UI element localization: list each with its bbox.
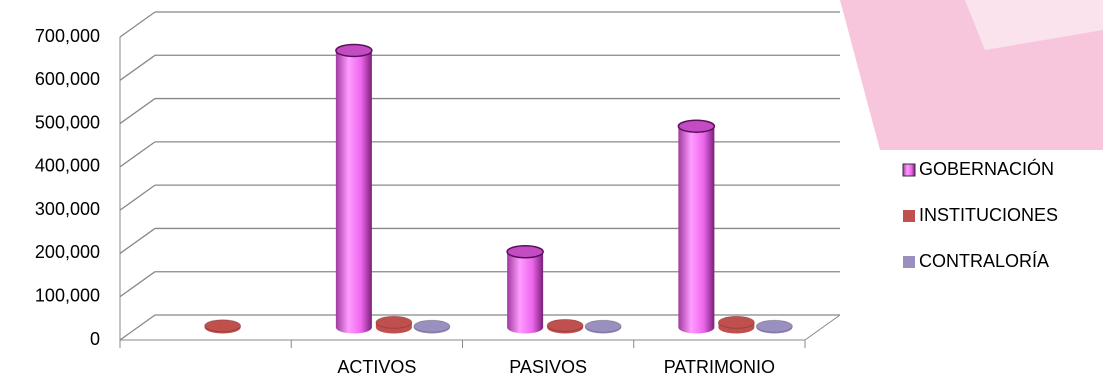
bar <box>375 315 413 334</box>
y-tick-label: 600,000 <box>35 69 100 89</box>
bar <box>755 319 793 334</box>
y-tick-label: 500,000 <box>35 112 100 132</box>
bar <box>506 245 544 334</box>
bar <box>717 315 755 334</box>
legend-label: CONTRALORÍA <box>919 251 1049 271</box>
grid-line <box>119 314 156 341</box>
legend-label: INSTITUCIONES <box>919 205 1058 225</box>
bar-body <box>335 50 372 334</box>
bar-cap <box>204 319 242 333</box>
x-tick-label: ACTIVOS <box>337 357 416 377</box>
bar-cap <box>677 119 716 133</box>
y-tick-label: 100,000 <box>35 285 100 305</box>
y-tick-label: 400,000 <box>35 156 100 176</box>
x-tick-label: PASIVOS <box>509 357 587 377</box>
grid-line <box>119 11 156 38</box>
legend-swatch <box>903 256 915 268</box>
bar-cap <box>546 318 584 332</box>
bar <box>546 318 584 334</box>
grid-line <box>119 184 156 211</box>
bar-cap <box>717 315 755 329</box>
grid-line <box>119 54 156 81</box>
x-tick-label: PATRIMONIO <box>664 357 775 377</box>
bar <box>584 319 622 334</box>
bar-cap <box>584 319 622 333</box>
y-tick-label: 700,000 <box>35 26 100 46</box>
bar-body <box>507 251 544 334</box>
decoration <box>965 0 1103 50</box>
legend-swatch <box>903 210 915 222</box>
axis <box>804 314 841 341</box>
grid-line <box>119 227 156 254</box>
y-tick-label: 300,000 <box>35 199 100 219</box>
bar <box>204 319 242 334</box>
bar <box>335 43 373 334</box>
grid-line <box>119 98 156 125</box>
grid-line <box>119 271 156 298</box>
bar-cap <box>755 319 793 333</box>
legend-swatch <box>902 163 916 177</box>
bar <box>677 119 716 334</box>
legend-label: GOBERNACIÓN <box>919 158 1054 179</box>
y-tick-label: 0 <box>90 329 100 349</box>
y-tick-label: 200,000 <box>35 242 100 262</box>
bar-cap <box>413 319 451 333</box>
bar-cap <box>335 43 373 58</box>
grid-line <box>119 141 156 168</box>
bar-cap <box>375 315 413 329</box>
bar <box>413 319 451 334</box>
bar-body <box>678 126 715 334</box>
bar-cap <box>506 245 544 259</box>
